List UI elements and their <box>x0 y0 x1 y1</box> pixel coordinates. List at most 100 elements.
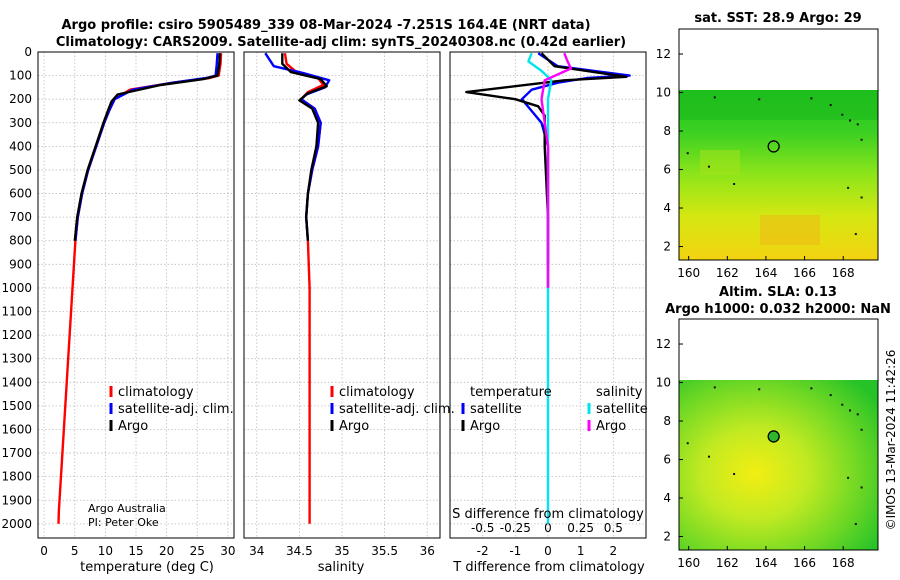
reef-marker <box>686 152 689 155</box>
difference-xtick2-label: -0.25 <box>500 521 531 535</box>
reef-marker <box>860 196 863 199</box>
sst_map-xtick-label: 164 <box>754 266 777 280</box>
salinity-panel: 34 34.5 35 35.5 36 <box>243 51 441 558</box>
sst_map-ytick-label: 10 <box>656 86 671 100</box>
sst-map: 160 162 164 166 168 2 4 6 8 10 12 <box>656 28 879 280</box>
temperature-panel: 0100200300400500600700800900100011001200… <box>1 45 235 558</box>
legend-label-climatology: climatology <box>118 385 194 400</box>
depth-tick-label: 1600 <box>1 422 32 436</box>
sst-cool-band <box>679 90 878 120</box>
salinity-series-argo <box>281 53 328 241</box>
sst_map-xtick-label: 160 <box>677 266 700 280</box>
salinity-xtick-label: 34 <box>249 544 264 558</box>
sst_map-ytick-label: 2 <box>663 240 671 254</box>
sst-map-title: sat. SST: 28.9 Argo: 29 <box>694 11 861 26</box>
sst-mid-patch <box>700 150 740 175</box>
sst_map-xtick-label: 168 <box>832 266 855 280</box>
reef-marker <box>847 476 850 479</box>
depth-tick-label: 400 <box>9 139 32 153</box>
temperature-xtick-label: 0 <box>40 544 48 558</box>
reef-marker <box>713 96 716 99</box>
depth-tick-label: 1800 <box>1 470 32 484</box>
temperature-frame <box>37 51 235 539</box>
sla-map-title: Altim. SLA: 0.13 <box>719 285 837 300</box>
depth-tick-label: 1400 <box>1 375 32 389</box>
reef-marker <box>810 387 813 390</box>
reef-marker <box>849 119 852 122</box>
sst_map-xtick-label: 166 <box>793 266 816 280</box>
sla-map-subtitle: Argo h1000: 0.032 h2000: NaN <box>665 302 891 317</box>
difference-xtick2-label: 0.25 <box>567 521 594 535</box>
depth-tick-label: 1700 <box>1 446 32 460</box>
sla_map-xtick-label: 162 <box>716 556 739 570</box>
legend-label-sal-satellite: satellite <box>596 402 648 417</box>
depth-tick-label: 1100 <box>1 305 32 319</box>
legend-label-argo: Argo <box>339 419 369 434</box>
depth-tick-label: 100 <box>9 69 32 83</box>
sla_map-frame <box>678 318 879 551</box>
reef-marker <box>733 183 736 185</box>
legend-header-temperature: temperature <box>470 385 552 400</box>
salinity-xtick-label: 35.5 <box>371 544 398 558</box>
temperature-xtick-label: 5 <box>71 544 79 558</box>
reef-marker <box>854 523 857 526</box>
depth-tick-label: 500 <box>9 163 32 177</box>
depth-tick-label: 1300 <box>1 352 32 366</box>
depth-tick-label: 1500 <box>1 399 32 413</box>
reef-marker <box>707 165 710 168</box>
sla_map-xtick-label: 166 <box>793 556 816 570</box>
difference-xtick-label: -1 <box>509 544 521 558</box>
depth-tick-label: 600 <box>9 187 32 201</box>
difference-xlabel: T difference from climatology <box>452 560 645 575</box>
reef-marker <box>829 394 832 397</box>
reef-marker <box>841 113 844 116</box>
sst_map-ytick-label: 8 <box>663 124 671 138</box>
temperature-xtick-label: 25 <box>190 544 205 558</box>
legend-label-temp-satellite: satellite <box>470 402 522 417</box>
salinity-legend: climatology satellite-adj. clim. Argo <box>330 385 455 434</box>
salinity-frame <box>243 51 441 539</box>
difference-xtick-label: 0 <box>544 544 552 558</box>
reef-marker <box>856 123 859 126</box>
difference-legend: temperature salinity satellite Argo sate… <box>461 385 648 434</box>
reef-marker <box>758 388 761 391</box>
sst-warm-patch <box>760 215 820 245</box>
reef-marker <box>854 233 857 236</box>
sla_map-ytick-label: 12 <box>656 337 671 351</box>
depth-tick-label: 700 <box>9 210 32 224</box>
reef-marker <box>856 413 859 416</box>
depth-tick-label: 900 <box>9 257 32 271</box>
sla_map-xtick-label: 160 <box>677 556 700 570</box>
difference-xtick-label: 2 <box>610 544 618 558</box>
depth-tick-label: 2000 <box>1 517 32 531</box>
sst_map-ytick-label: 12 <box>656 47 671 61</box>
pi-label: PI: Peter Oke <box>88 516 159 529</box>
sst_map-xtick-label: 162 <box>716 266 739 280</box>
sla_map-xtick-label: 164 <box>754 556 777 570</box>
legend-label-satellite: satellite-adj. clim. <box>118 402 234 417</box>
salinity-xtick-label: 34.5 <box>286 544 313 558</box>
depth-tick-label: 800 <box>9 234 32 248</box>
reef-marker <box>860 486 863 489</box>
sst_map-ytick-label: 6 <box>663 163 671 177</box>
depth-tick-label: 1900 <box>1 493 32 507</box>
temperature-xtick-label: 10 <box>98 544 113 558</box>
legend-label-sal-argo: Argo <box>596 419 626 434</box>
reef-marker <box>829 104 832 107</box>
sst_map-ytick-label: 4 <box>663 201 671 215</box>
difference-series-salinity-argo <box>540 52 573 288</box>
reef-marker <box>733 473 736 475</box>
difference-frame <box>449 51 647 539</box>
reef-marker <box>713 386 716 389</box>
difference-xtick2-label: 0.5 <box>604 521 623 535</box>
sla_map-xtick-label: 168 <box>832 556 855 570</box>
difference-xtick-label: 1 <box>577 544 585 558</box>
sla_map-ytick-label: 8 <box>663 414 671 428</box>
difference-xlabel2: S difference from climatology <box>452 507 644 522</box>
depth-tick-label: 1200 <box>1 328 32 342</box>
credit-label: Argo Australia <box>88 502 166 515</box>
reef-marker <box>849 409 852 412</box>
salinity-xtick-label: 36 <box>420 544 435 558</box>
timestamp: ©IMOS 13-Mar-2024 11:42:26 <box>884 350 898 531</box>
